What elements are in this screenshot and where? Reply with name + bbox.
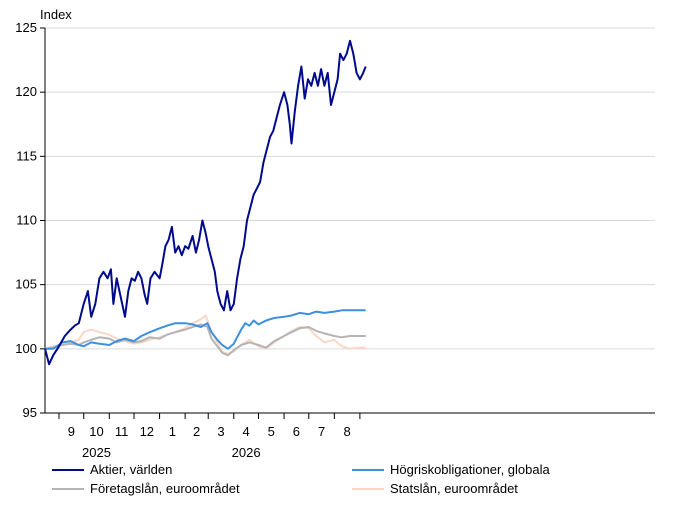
legend-label-hogrisk: Högriskobligationer, globala <box>390 462 550 477</box>
x-tick-label-2025-03: 3 <box>217 424 224 439</box>
grid <box>45 27 655 350</box>
legend-item-foretagslan: Företagslån, euroområdet <box>52 481 240 496</box>
legend-swatch-hogrisk <box>352 468 384 471</box>
legend-swatch-statslan <box>352 487 384 490</box>
legend-item-hogrisk: Högriskobligationer, globala <box>352 462 550 477</box>
series-lines <box>44 39 367 366</box>
x-tick-label-2025-02: 2 <box>193 424 200 439</box>
series-line-0 <box>44 39 367 366</box>
x-tick-label-2024-09: 9 <box>68 424 75 439</box>
x-tick-label-2025-08: 8 <box>343 424 350 439</box>
y-tick-label-105: 105 <box>15 277 37 292</box>
y-tick-label-110: 110 <box>16 213 37 228</box>
legend-label-aktier: Aktier, världen <box>90 462 173 477</box>
legend-item-aktier: Aktier, världen <box>52 462 172 477</box>
series-line-3 <box>44 314 366 355</box>
x-year-label-2026: 2026 <box>232 445 261 460</box>
y-tick-label-120: 120 <box>15 84 37 99</box>
x-tick-label-2025-07: 7 <box>318 424 325 439</box>
legend-item-statslan: Statslån, euroområdet <box>352 481 518 496</box>
legend-swatch-foretagslan <box>52 487 84 490</box>
legend-label-foretagslan: Företagslån, euroområdet <box>90 481 240 496</box>
x-tick-label-2024-12: 12 <box>140 424 154 439</box>
legend-label-statslan: Statslån, euroområdet <box>390 481 518 496</box>
x-tick-label-2025-05: 5 <box>268 424 275 439</box>
series-line-1 <box>45 309 366 350</box>
x-tick-label-2024-10: 10 <box>89 424 103 439</box>
x-year-label-2025: 2025 <box>82 445 111 460</box>
legend-swatch-aktier <box>52 468 84 471</box>
y-tick-label-125: 125 <box>15 20 37 35</box>
y-tick-label-100: 100 <box>15 341 37 356</box>
y-axis-label: Index <box>40 7 72 22</box>
x-tick-label-2025-06: 6 <box>293 424 300 439</box>
series-line-2 <box>44 323 366 357</box>
y-tick-label-115: 115 <box>16 148 37 163</box>
x-tick-label-2025-04: 4 <box>243 424 250 439</box>
y-tick-label-95: 95 <box>23 405 37 420</box>
x-tick-label-2024-11: 11 <box>115 424 129 439</box>
x-tick-label-2025-01: 1 <box>169 424 176 439</box>
